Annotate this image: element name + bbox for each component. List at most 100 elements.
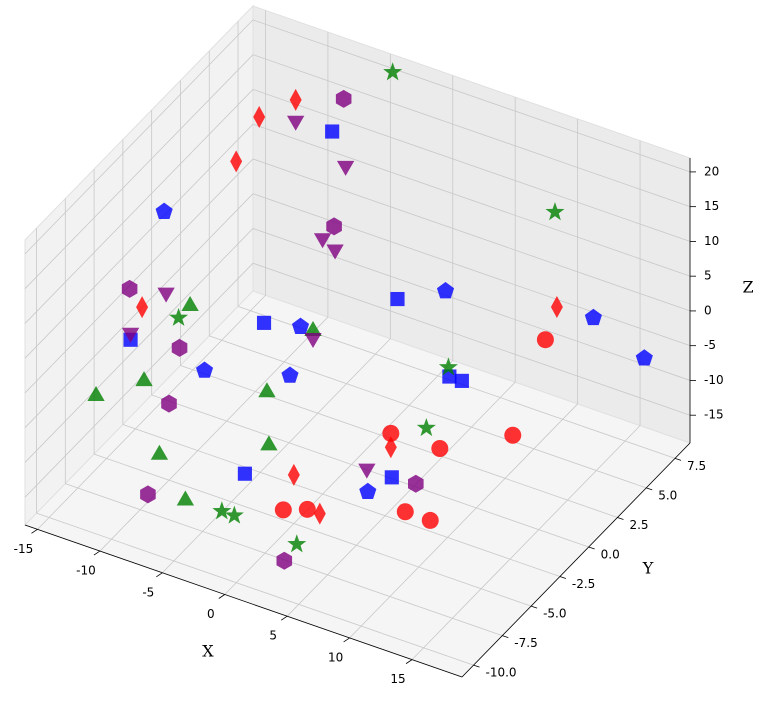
z-tick-label: -5 [704,338,716,352]
y-tick [617,517,624,520]
x-tick [405,659,413,664]
grid-line [252,89,691,242]
z-tick-label: -15 [704,408,724,422]
grid-line [252,19,691,173]
point [287,534,307,553]
point [121,279,138,298]
z-tick-label: 15 [704,199,719,213]
x-tick [31,529,38,534]
point [358,463,376,479]
point [256,315,272,330]
point [336,160,355,176]
grid [24,10,691,666]
grid-line [411,425,641,660]
y-tick [559,576,567,579]
x-tick-label: 15 [390,672,405,686]
z-tick-label: 0 [704,303,712,317]
x-tick-label: 10 [328,650,343,664]
y-tick-label: -7.5 [514,636,537,650]
point [396,503,414,521]
y-tick-label: 0.0 [601,548,620,562]
point [287,463,300,486]
point [298,500,316,518]
point [454,373,469,388]
grid-line [93,453,532,607]
point [87,386,105,402]
point [260,435,278,451]
point [140,485,156,504]
point [157,287,175,303]
point [150,444,169,460]
grid-line [24,19,254,255]
point [584,308,602,326]
grid-line [24,54,254,289]
point [287,115,305,131]
point [390,291,405,307]
point [135,371,153,387]
point [276,551,293,570]
y-tick-label: 5.0 [658,488,677,502]
axes: -15 -10 -5 0 5 10 15 -10.0 -7.5 -5.0 -2.5 0.0 2.5 5.0… [14,158,724,686]
panes [24,4,691,678]
point [181,296,199,312]
grid-line [24,158,254,394]
point [313,502,326,525]
grid-line [162,338,391,574]
y-tick [502,635,509,639]
x-tick [93,550,101,556]
point [136,296,149,319]
point [121,327,140,343]
point [384,470,399,485]
grid-line [24,123,254,359]
point [383,62,403,81]
point [171,338,188,357]
point [291,317,310,334]
x-tick-label: -5 [142,585,154,599]
point [313,233,332,249]
point [382,424,400,442]
y-tick-label: -5.0 [543,607,566,621]
point [289,88,302,111]
point [384,436,397,459]
point [359,482,377,500]
x-tick-label: -15 [14,542,34,556]
y-tick-label: 7.5 [687,459,706,473]
grid-line [224,360,454,595]
point [545,202,565,221]
grid-line [252,262,691,416]
point [438,357,458,376]
y-tick [588,546,595,550]
point [326,244,344,260]
x-tick-label: -10 [76,564,96,578]
x-tick [343,637,350,643]
z-tick-label: -10 [704,373,724,387]
point [258,382,276,398]
y-tick [646,487,653,491]
x-tick-label: 0 [207,607,215,621]
point [416,417,436,437]
point [504,426,522,444]
grid-line [252,228,691,381]
y-tick-label: -2.5 [572,577,595,591]
point [326,217,342,236]
x-tick-label: 5 [269,629,277,643]
y-tick-label: -10.0 [486,666,517,680]
z-tick-label: 10 [704,234,719,248]
point [161,394,177,413]
point [212,501,232,520]
x-tick [280,615,288,621]
x-tick [156,572,163,578]
point [550,296,563,319]
grid-line [180,365,618,518]
point [253,105,266,128]
x-axis-line [24,524,463,678]
y-axis-title: Y [642,559,654,578]
y-tick [674,457,682,461]
y-tick [530,605,538,609]
grid-line [252,123,691,277]
point [155,202,173,219]
point [431,439,449,457]
point [421,511,439,529]
point [304,332,322,348]
